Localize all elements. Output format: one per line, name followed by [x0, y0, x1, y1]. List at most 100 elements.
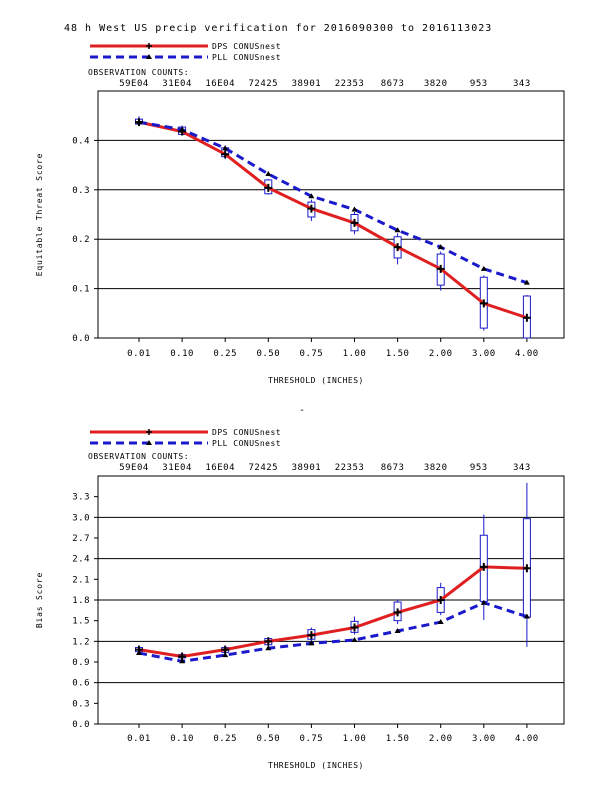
data-point-triangle: [222, 145, 229, 151]
y-tick-label: 0.1: [72, 285, 90, 295]
x-tick-label: 0.25: [213, 349, 237, 359]
legend-marker-plus: [146, 43, 152, 49]
observation-counts-label: OBSERVATION COUNTS:: [88, 68, 189, 77]
y-tick-label: 3.3: [72, 493, 90, 503]
y-tick-label: 2.1: [72, 575, 90, 585]
x-tick-label: 0.10: [170, 349, 194, 359]
data-point-triangle: [265, 170, 272, 176]
ets-chart-panel: DPS CONUSnest PLL CONUSnest OBSERVATION CO…: [35, 42, 565, 385]
data-point-triangle: [394, 628, 401, 633]
observation-count: 38901: [292, 463, 322, 473]
observation-count: 8673: [381, 79, 405, 89]
observation-count: 72425: [249, 79, 279, 89]
legend-label: PLL CONUSnest: [212, 439, 281, 448]
data-point-plus: [350, 623, 359, 632]
x-tick-label: 0.50: [256, 349, 280, 359]
legend-label: PLL CONUSnest: [212, 53, 281, 62]
x-tick-label: 0.01: [127, 349, 151, 359]
y-tick-label: 0.4: [72, 136, 90, 146]
x-axis-label: THRESHOLD (INCHES): [268, 761, 364, 770]
observation-count: 8673: [381, 463, 405, 473]
observation-count: 16E04: [205, 79, 235, 89]
data-point-triangle: [136, 119, 142, 125]
y-tick-label: 0.0: [72, 334, 90, 344]
x-tick-label: 1.00: [343, 349, 367, 359]
data-point-plus: [307, 631, 316, 640]
y-tick-label: 1.2: [72, 637, 90, 647]
x-tick-label: 0.50: [256, 734, 280, 744]
x-tick-label: 3.00: [472, 349, 496, 359]
x-axis-label: THRESHOLD (INCHES): [268, 376, 364, 385]
y-tick-label: 0.3: [72, 186, 90, 196]
y-tick-label: 0.9: [72, 658, 90, 668]
x-tick-label: 1.50: [386, 349, 410, 359]
data-point-plus: [436, 596, 445, 604]
data-point-triangle: [179, 126, 186, 132]
data-point-triangle: [351, 636, 358, 642]
observation-count: 38901: [292, 79, 322, 89]
bias-chart-panel: DPS CONUSnest PLL CONUSnest OBSERVATION CO…: [35, 428, 565, 770]
data-point-plus: [307, 204, 316, 213]
data-point-triangle: [394, 227, 401, 233]
observation-count: 343: [513, 463, 531, 473]
series-line: [138, 565, 527, 659]
x-tick-label: 4.00: [515, 349, 539, 359]
data-point-triangle: [265, 645, 272, 651]
y-tick-label: 2.4: [72, 555, 90, 565]
y-tick-label: 2.7: [72, 534, 90, 544]
data-point-triangle: [179, 658, 186, 664]
y-axis-label: Bias Score: [35, 572, 44, 628]
data-point-triangle: [222, 652, 229, 658]
data-point-plus: [522, 564, 531, 573]
y-tick-label: 0.3: [72, 699, 90, 709]
x-tick-label: 1.00: [343, 734, 367, 744]
separator-dash: -: [299, 405, 306, 416]
x-tick-label: 1.50: [386, 734, 410, 744]
data-point-triangle: [308, 193, 315, 199]
x-tick-label: 0.75: [300, 734, 324, 744]
data-point-plus: [393, 243, 402, 252]
x-tick-label: 0.25: [213, 734, 237, 744]
data-point-plus: [393, 608, 402, 617]
data-point-triangle: [437, 244, 444, 250]
legend-label: DPS CONUSnest: [212, 42, 281, 51]
legend-marker-plus: [146, 429, 152, 435]
observation-count: 31E04: [162, 79, 192, 89]
data-point-triangle: [136, 650, 142, 656]
observation-count: 343: [513, 79, 531, 89]
data-point-plus: [264, 637, 273, 646]
data-point-triangle: [351, 206, 358, 212]
data-point-plus: [479, 299, 488, 308]
x-tick-label: 0.75: [300, 349, 324, 359]
observation-count: 22353: [335, 79, 365, 89]
data-point-triangle: [523, 279, 530, 285]
y-tick-label: 0.0: [72, 720, 90, 730]
data-point-plus: [350, 218, 359, 227]
observation-count: 72425: [249, 463, 279, 473]
observation-count: 22353: [335, 463, 365, 473]
plot-frame: [97, 90, 565, 339]
observation-count: 953: [470, 79, 488, 89]
data-point-plus: [221, 150, 230, 159]
observation-count: 59E04: [119, 463, 149, 473]
data-point-plus: [436, 264, 445, 273]
observation-counts-label: OBSERVATION COUNTS:: [88, 452, 189, 461]
observation-count: 31E04: [162, 463, 192, 473]
y-tick-label: 3.0: [72, 513, 90, 523]
data-point-triangle: [480, 599, 487, 605]
series-line: [138, 601, 528, 663]
y-tick-label: 0.6: [72, 679, 90, 689]
y-axis-label: Equitable Threat Score: [35, 153, 44, 277]
x-tick-label: 0.10: [170, 734, 194, 744]
observation-count: 953: [470, 463, 488, 473]
legend-marker-triangle: [146, 440, 152, 445]
legend-marker-triangle: [146, 54, 152, 59]
data-point-plus: [522, 313, 531, 322]
data-point-plus: [479, 562, 488, 571]
y-tick-label: 1.5: [72, 617, 90, 627]
data-point-triangle: [437, 619, 444, 625]
legend-label: DPS CONUSnest: [212, 428, 281, 437]
observation-count: 3820: [424, 79, 448, 89]
x-tick-label: 0.01: [127, 734, 151, 744]
